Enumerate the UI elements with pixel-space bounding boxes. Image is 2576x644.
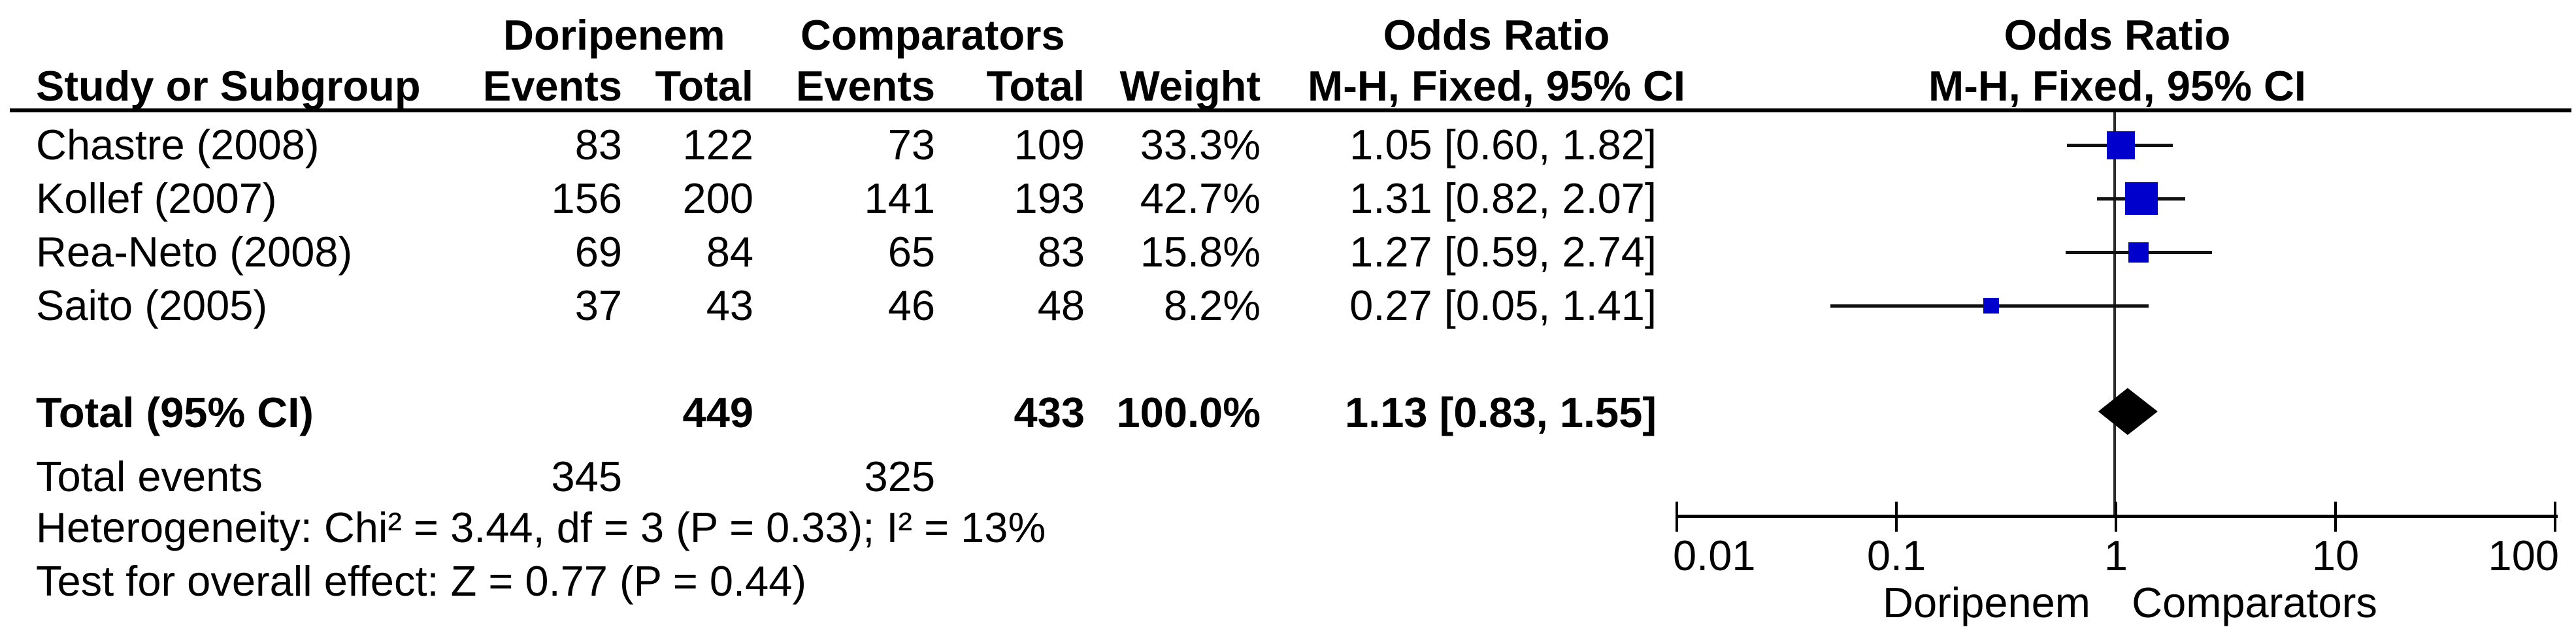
column-header-study: Study or Subgroup bbox=[36, 62, 421, 110]
study-name: Chastre (2008) bbox=[36, 121, 320, 169]
comp-total: 109 bbox=[1014, 121, 1085, 169]
axis-tick-label: 0.01 bbox=[1673, 532, 1756, 579]
dorip-total: 200 bbox=[682, 174, 753, 222]
axis-tick bbox=[2115, 502, 2117, 532]
column-header-dorip-events: Events bbox=[482, 62, 622, 110]
axis-tick-label: 1 bbox=[2104, 532, 2128, 579]
effect-square bbox=[1983, 298, 1999, 314]
dorip-events: 156 bbox=[551, 174, 622, 222]
axis-tick bbox=[2554, 502, 2556, 532]
group-header-comparators: Comparators bbox=[801, 11, 1065, 59]
axis-tick-label: 0.1 bbox=[1866, 532, 1926, 579]
or-ci-value: 1.05 [0.60, 1.82] bbox=[1349, 121, 1657, 169]
total-events-comparators: 325 bbox=[864, 453, 935, 500]
total-diamond bbox=[2098, 388, 2158, 435]
study-name: Kollef (2007) bbox=[36, 174, 277, 222]
axis-label-favours-doripenem: Doripenem bbox=[1883, 579, 2090, 626]
weight-value: 42.7% bbox=[1140, 174, 1261, 222]
axis-tick bbox=[1676, 502, 1678, 532]
weight-value: 33.3% bbox=[1140, 121, 1261, 169]
comp-events: 73 bbox=[887, 121, 935, 169]
weight-value: 8.2% bbox=[1163, 282, 1261, 329]
study-name: Rea-Neto (2008) bbox=[36, 228, 353, 276]
axis-tick-label: 10 bbox=[2311, 532, 2360, 579]
comp-total: 193 bbox=[1014, 174, 1085, 222]
dorip-total: 122 bbox=[682, 121, 753, 169]
column-header-mh-ci-text: M-H, Fixed, 95% CI bbox=[1308, 62, 1685, 110]
comp-events: 46 bbox=[887, 282, 935, 329]
comp-events: 65 bbox=[887, 228, 935, 276]
total-or-ci: 1.13 [0.83, 1.55] bbox=[1345, 389, 1657, 436]
or-ci-value: 1.27 [0.59, 2.74] bbox=[1349, 228, 1657, 276]
comp-events: 141 bbox=[864, 174, 935, 222]
or-ci-value: 1.31 [0.82, 2.07] bbox=[1349, 174, 1657, 222]
column-header-mh-ci-plot: M-H, Fixed, 95% CI bbox=[1928, 62, 2306, 110]
comp-total: 83 bbox=[1037, 228, 1085, 276]
heterogeneity-note: Heterogeneity: Chi² = 3.44, df = 3 (P = … bbox=[36, 504, 1046, 551]
column-header-comp-total: Total bbox=[986, 62, 1085, 110]
axis-tick bbox=[2334, 502, 2337, 532]
column-header-comp-events: Events bbox=[795, 62, 935, 110]
weight-value: 15.8% bbox=[1140, 228, 1261, 276]
axis-tick bbox=[1895, 502, 1898, 532]
header-rule bbox=[10, 108, 2571, 112]
total-events-doripenem: 345 bbox=[551, 453, 622, 500]
null-effect-line bbox=[2113, 112, 2116, 515]
total-label: Total (95% CI) bbox=[36, 389, 314, 436]
axis-tick-label: 100 bbox=[2488, 532, 2559, 579]
total-events-label: Total events bbox=[36, 453, 263, 500]
dorip-total: 43 bbox=[706, 282, 753, 329]
dorip-events: 69 bbox=[574, 228, 622, 276]
total-comp-total: 433 bbox=[1014, 389, 1085, 436]
group-header-odds-ratio-text: Odds Ratio bbox=[1383, 11, 1610, 59]
total-weight: 100.0% bbox=[1116, 389, 1261, 436]
total-dorip-total: 449 bbox=[682, 389, 753, 436]
comp-total: 48 bbox=[1037, 282, 1085, 329]
study-name: Saito (2005) bbox=[36, 282, 268, 329]
effect-square bbox=[2128, 242, 2149, 263]
effect-square bbox=[2125, 182, 2158, 215]
column-header-weight: Weight bbox=[1119, 62, 1261, 110]
group-header-odds-ratio-plot: Odds Ratio bbox=[2004, 11, 2231, 59]
column-header-dorip-total: Total bbox=[655, 62, 753, 110]
or-ci-value: 0.27 [0.05, 1.41] bbox=[1349, 282, 1657, 329]
group-header-doripenem: Doripenem bbox=[503, 11, 725, 59]
dorip-events: 83 bbox=[574, 121, 622, 169]
overall-effect-note: Test for overall effect: Z = 0.77 (P = 0… bbox=[36, 557, 807, 605]
effect-square bbox=[2106, 131, 2135, 159]
dorip-total: 84 bbox=[706, 228, 753, 276]
axis-label-favours-comparators: Comparators bbox=[2132, 579, 2377, 626]
dorip-events: 37 bbox=[574, 282, 622, 329]
